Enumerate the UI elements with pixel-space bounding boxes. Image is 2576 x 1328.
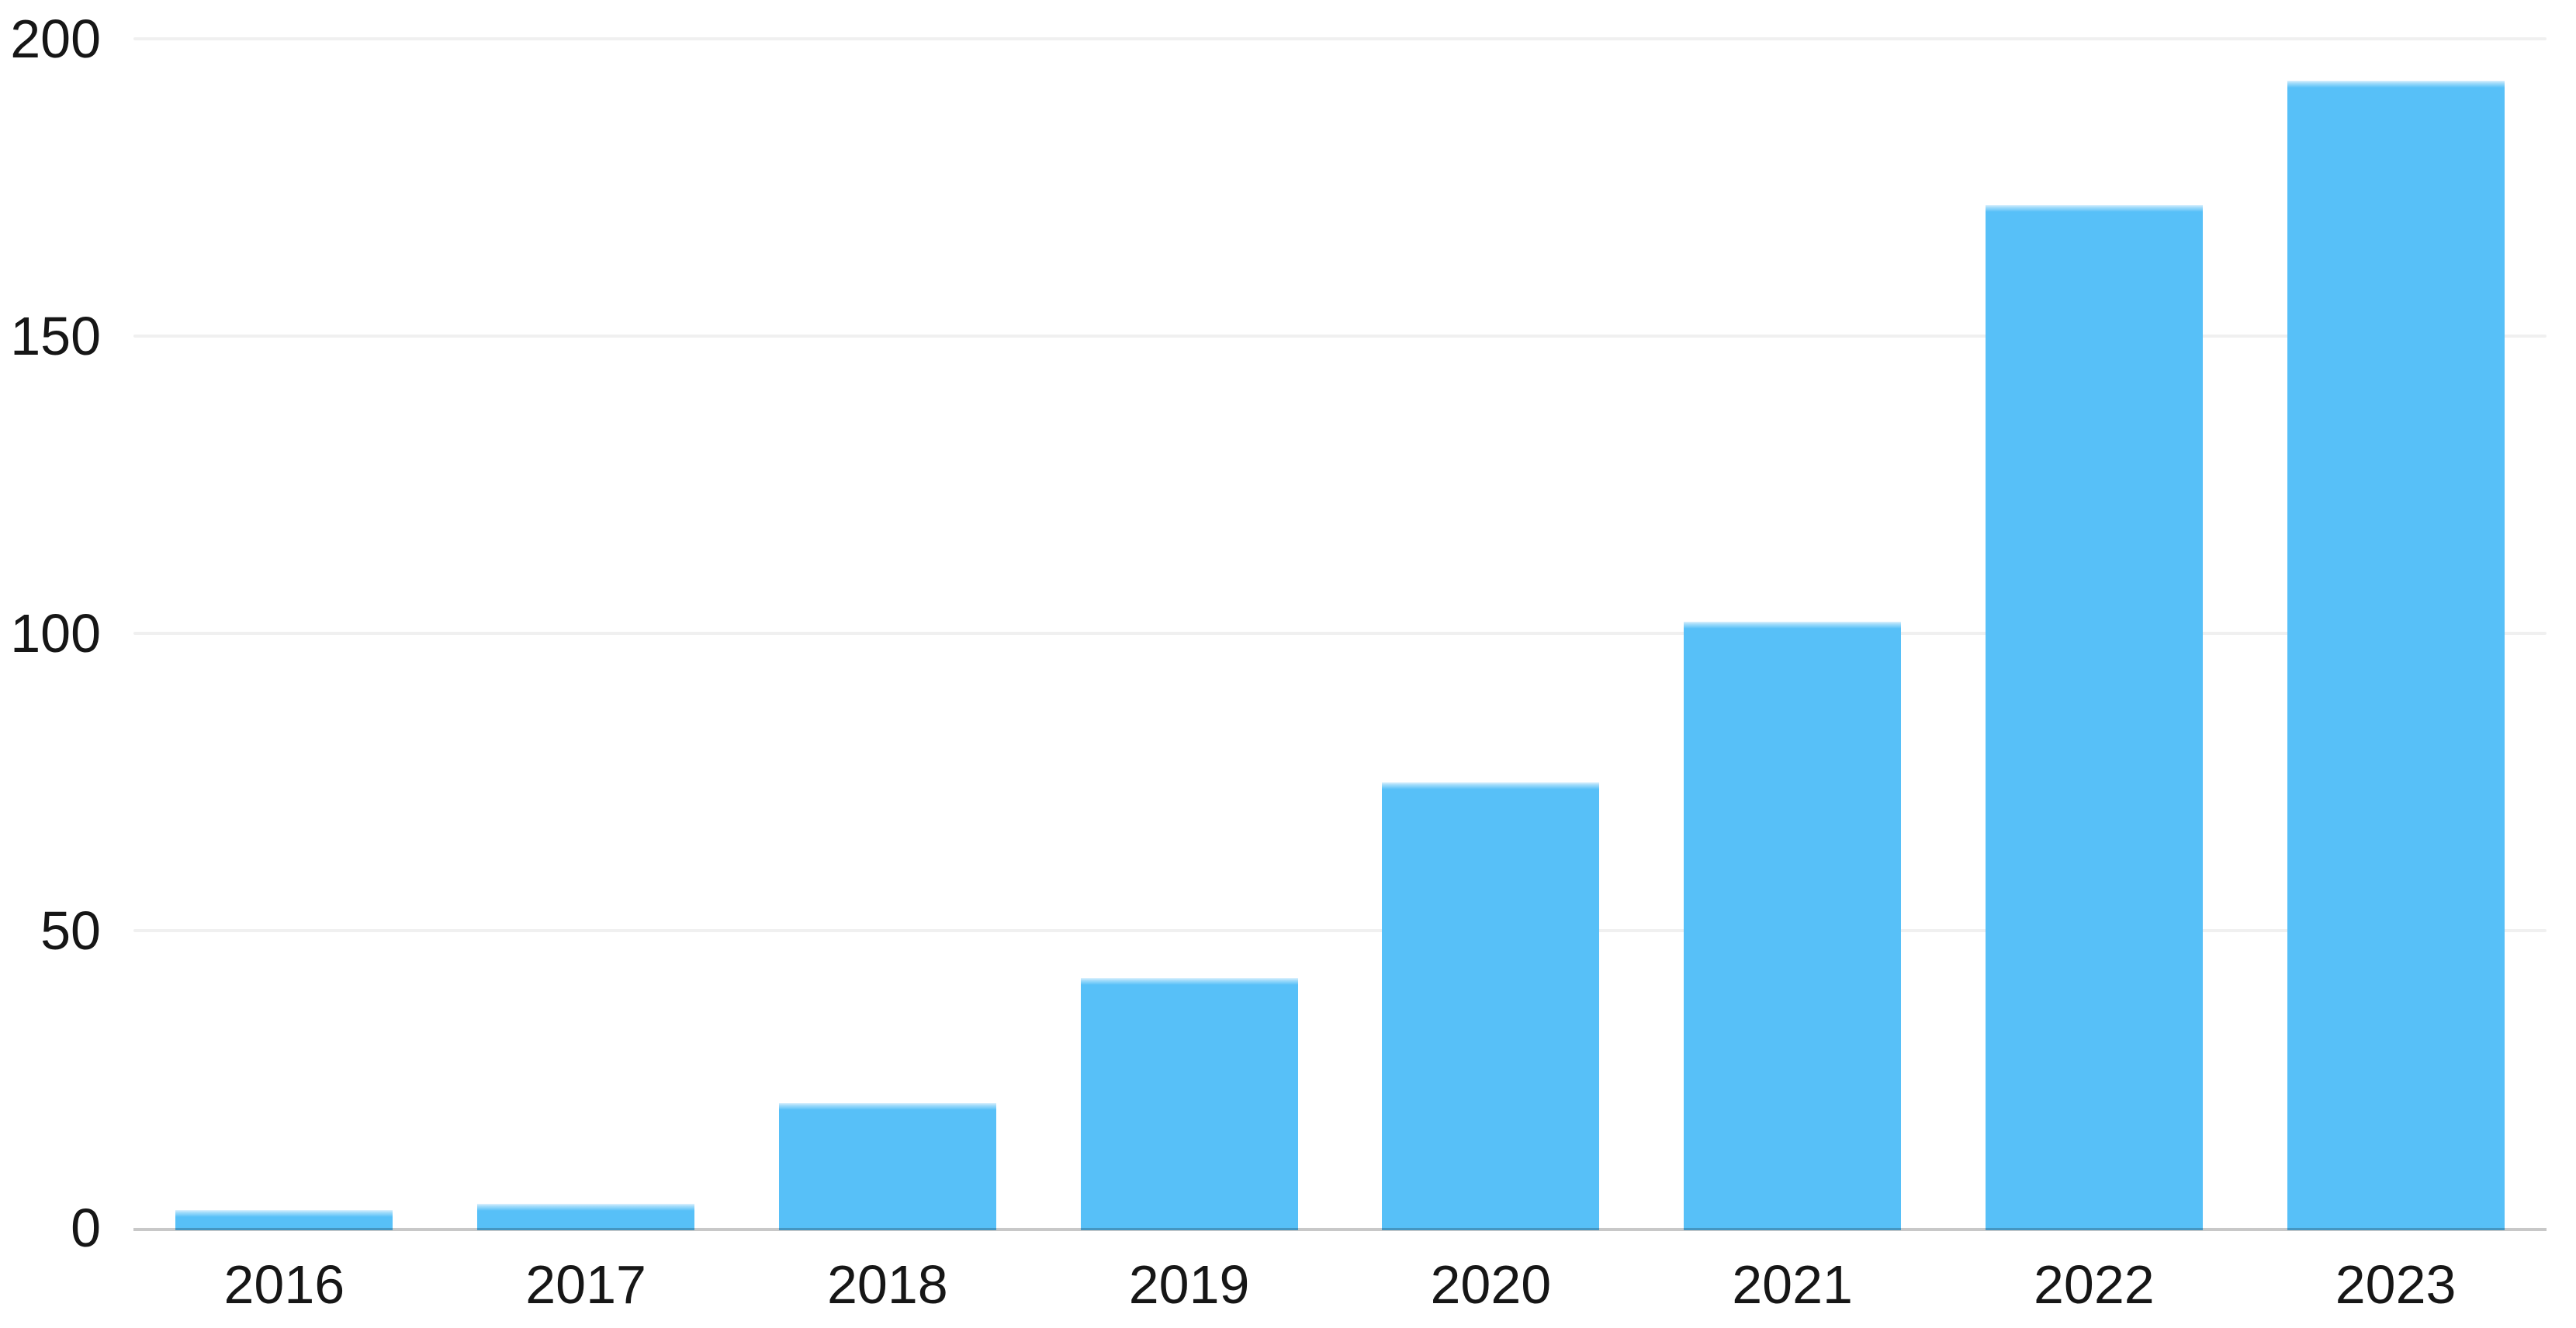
y-tick-label-200: 200 — [10, 9, 101, 69]
y-tick-label-100: 100 — [10, 603, 101, 664]
y-tick-label-150: 150 — [10, 306, 101, 366]
bar-2017 — [477, 1204, 695, 1230]
x-tick-label-2018: 2018 — [827, 1254, 948, 1315]
bar-2020 — [1382, 782, 1600, 1230]
x-axis-baseline — [133, 1228, 2547, 1231]
bar-2023 — [2287, 80, 2505, 1230]
x-tick-label-2019: 2019 — [1128, 1254, 1250, 1315]
bar-2019 — [1080, 978, 1298, 1230]
gridline-50 — [133, 929, 2547, 932]
y-tick-label-0: 0 — [71, 1198, 101, 1258]
bar-2022 — [1985, 205, 2203, 1230]
bar-2016 — [175, 1210, 393, 1230]
bar-2018 — [778, 1103, 996, 1230]
x-tick-label-2016: 2016 — [223, 1254, 345, 1315]
gridline-100 — [133, 632, 2547, 635]
x-tick-label-2017: 2017 — [525, 1254, 646, 1315]
gridline-150 — [133, 335, 2547, 338]
x-tick-label-2021: 2021 — [1732, 1254, 1853, 1315]
gridline-200 — [133, 37, 2547, 40]
x-tick-label-2020: 2020 — [1430, 1254, 1552, 1315]
x-tick-label-2022: 2022 — [2034, 1254, 2155, 1315]
bar-2021 — [1684, 621, 1902, 1230]
y-tick-label-50: 50 — [40, 900, 101, 961]
x-tick-label-2023: 2023 — [2335, 1254, 2457, 1315]
